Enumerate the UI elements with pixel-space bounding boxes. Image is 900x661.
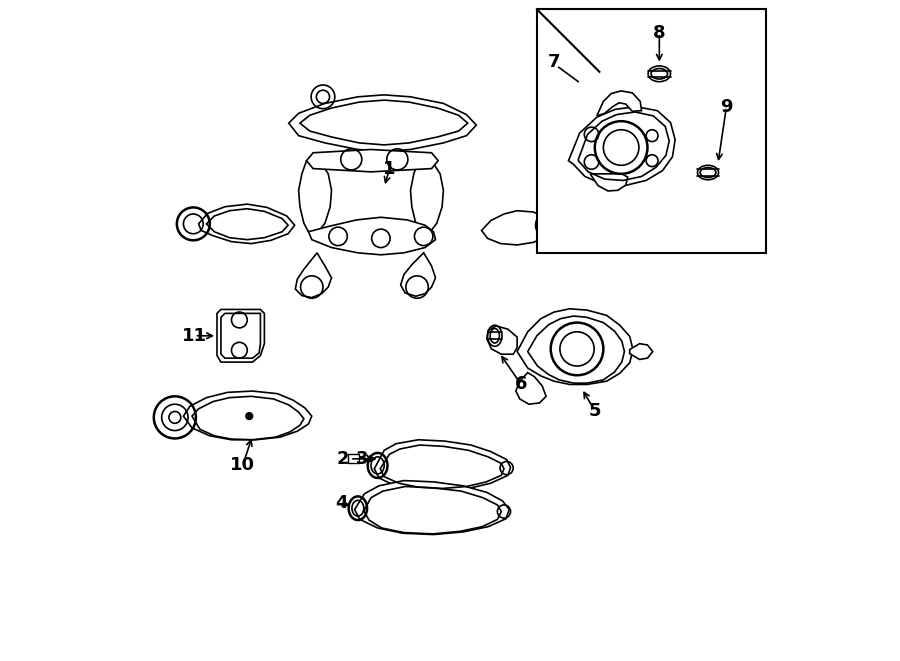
Bar [537, 9, 766, 253]
Polygon shape [374, 440, 510, 491]
Circle shape [246, 412, 253, 419]
Polygon shape [400, 253, 436, 296]
Polygon shape [299, 161, 331, 232]
Polygon shape [295, 253, 331, 297]
Text: 7: 7 [548, 53, 560, 71]
Polygon shape [516, 373, 546, 405]
Polygon shape [217, 309, 265, 362]
Text: 3: 3 [356, 450, 368, 468]
Text: 1: 1 [383, 160, 396, 178]
Polygon shape [355, 481, 509, 535]
Polygon shape [199, 204, 294, 244]
Text: 11: 11 [182, 327, 207, 345]
Polygon shape [300, 100, 468, 145]
Polygon shape [309, 217, 436, 254]
Polygon shape [289, 95, 476, 151]
Polygon shape [569, 106, 675, 186]
Text: 9: 9 [720, 98, 733, 116]
Polygon shape [518, 309, 633, 385]
Text: 8: 8 [653, 24, 666, 42]
Polygon shape [184, 391, 311, 440]
Text: 10: 10 [230, 457, 256, 475]
Text: 6: 6 [515, 375, 527, 393]
Text: 5: 5 [589, 402, 601, 420]
Text: 2: 2 [338, 450, 349, 468]
Polygon shape [590, 174, 627, 191]
Polygon shape [482, 211, 554, 245]
Polygon shape [630, 344, 652, 360]
Polygon shape [307, 149, 438, 172]
Polygon shape [487, 326, 518, 354]
Bar [348, 454, 358, 463]
Polygon shape [597, 91, 642, 116]
Polygon shape [410, 161, 444, 232]
Text: 4: 4 [335, 494, 347, 512]
